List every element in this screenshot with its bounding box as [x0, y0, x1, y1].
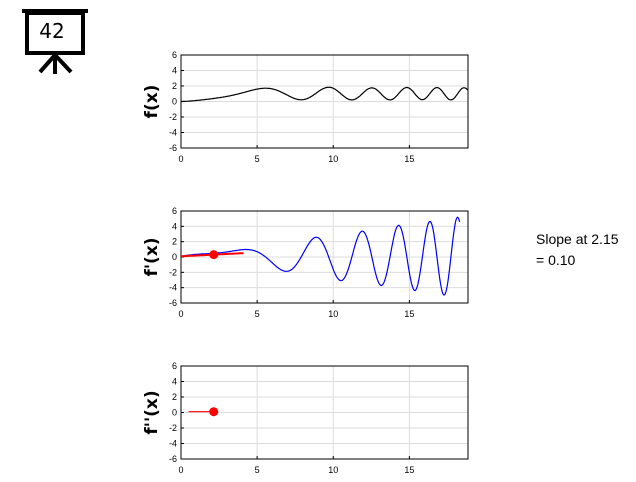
- y-tick-label: 4: [172, 377, 177, 387]
- y-tick-label: 2: [172, 392, 177, 402]
- y-tick-label: -6: [169, 454, 177, 464]
- y-axis-label: f(x): [142, 85, 162, 119]
- x-tick-label: 15: [404, 154, 414, 164]
- y-tick-label: 2: [172, 237, 177, 247]
- y-tick-label: 6: [172, 50, 177, 60]
- y-axis-label: f'(x): [142, 237, 162, 276]
- y-tick-label: -6: [169, 298, 177, 308]
- x-tick-label: 5: [255, 309, 260, 319]
- y-tick-label: -4: [169, 128, 177, 138]
- y-tick-label: 0: [172, 97, 177, 107]
- y-tick-label: -6: [169, 143, 177, 153]
- slope-annotation: Slope at 2.15 = 0.10: [536, 229, 619, 271]
- y-tick-label: 4: [172, 221, 177, 231]
- easel-presentation-icon: [20, 8, 92, 76]
- x-tick-label: 15: [404, 465, 414, 475]
- slide-number: 42: [39, 19, 65, 43]
- slope-annotation-line2: = 0.10: [536, 252, 576, 268]
- y-tick-label: 6: [172, 206, 177, 216]
- y-tick-label: 4: [172, 66, 177, 76]
- chart-3: 0 5 10 15 -6 -4 -2 0 2 4 6 f''(x): [142, 361, 469, 475]
- x-tick-label: 0: [178, 465, 183, 475]
- y-tick-label: -2: [169, 423, 177, 433]
- x-tick-label: 0: [178, 154, 183, 164]
- y-axis-label: f''(x): [142, 390, 162, 434]
- y-tick-label: 0: [172, 252, 177, 262]
- f-curve: [181, 86, 469, 103]
- y-tick-label: -2: [169, 267, 177, 277]
- x-tick-label: 10: [328, 309, 338, 319]
- slope-annotation-line1: Slope at 2.15: [536, 231, 619, 247]
- highlight-point: [209, 250, 219, 260]
- highlight-point: [209, 407, 219, 417]
- y-tick-label: 0: [172, 408, 177, 418]
- x-tick-label: 10: [328, 465, 338, 475]
- x-tick-label: 10: [328, 154, 338, 164]
- y-tick-label: -4: [169, 439, 177, 449]
- y-tick-label: -2: [169, 112, 177, 122]
- x-tick-label: 5: [255, 154, 260, 164]
- x-tick-label: 5: [255, 465, 260, 475]
- y-tick-label: -4: [169, 283, 177, 293]
- x-tick-label: 0: [178, 309, 183, 319]
- y-tick-label: 6: [172, 361, 177, 371]
- chart-2: 0 5 10 15 -6 -4 -2 0 2 4 6 f'(x): [142, 206, 469, 319]
- x-tick-label: 15: [404, 309, 414, 319]
- y-tick-label: 2: [172, 81, 177, 91]
- fprime-curve: [180, 216, 461, 296]
- chart-1: 0 5 10 15 -6 -4 -2 0 2 4 6 f(x): [142, 50, 469, 164]
